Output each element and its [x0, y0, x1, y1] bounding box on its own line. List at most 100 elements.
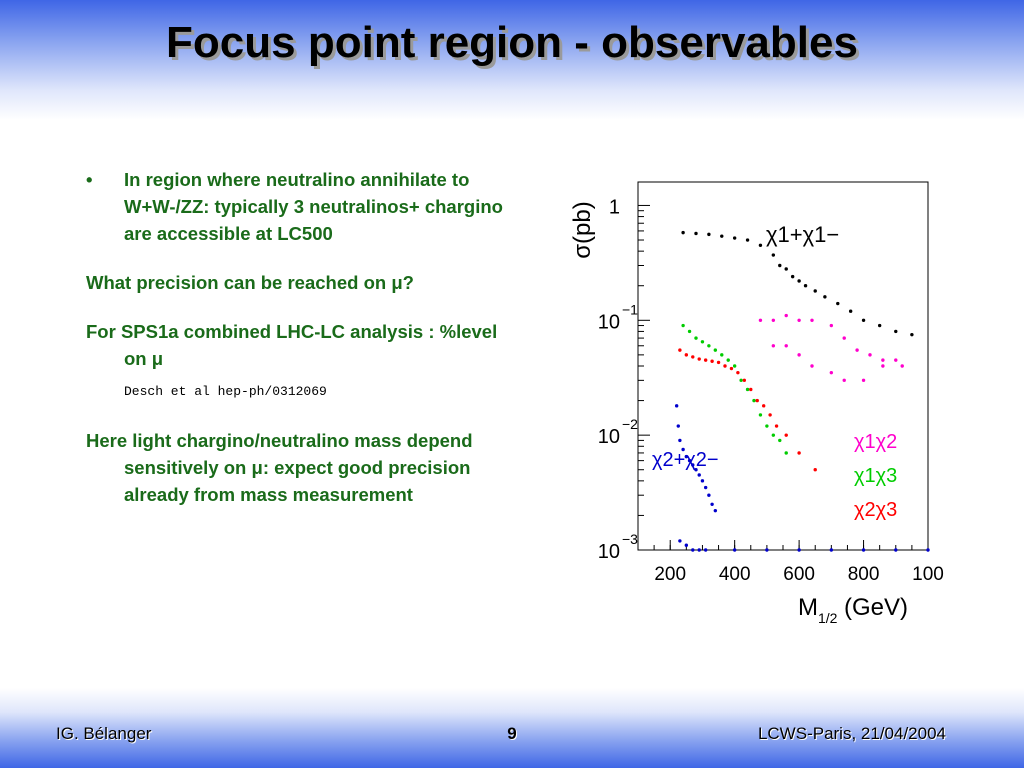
- footer-event: LCWS-Paris, 21/04/2004: [757, 724, 946, 743]
- data-point: [784, 313, 788, 318]
- data-point: [823, 295, 827, 299]
- data-point: [697, 357, 701, 361]
- data-point: [894, 548, 898, 552]
- data-point: [710, 502, 714, 506]
- y-axis-label: σ(pb): [569, 201, 596, 259]
- data-point: [810, 318, 814, 322]
- data-point: [784, 344, 788, 348]
- slide-body: • In region where neutralino annihilate …: [86, 166, 506, 508]
- data-point: [836, 301, 840, 306]
- data-point: [877, 323, 882, 328]
- data-point: [765, 424, 769, 428]
- data-point: [726, 358, 730, 362]
- data-point: [758, 318, 763, 322]
- data-point: [771, 318, 776, 322]
- data-point: [700, 479, 705, 483]
- data-point: [881, 358, 885, 362]
- question-paragraph: What precision can be reached on μ?: [86, 272, 414, 293]
- data-point: [790, 274, 795, 279]
- data-point: [829, 370, 834, 375]
- y-tick-label: 10: [598, 541, 620, 563]
- data-point: [697, 548, 701, 552]
- data-point: [861, 548, 866, 552]
- series-label: χ1χ2: [854, 431, 897, 453]
- data-point: [729, 366, 734, 371]
- data-point: [700, 340, 705, 344]
- data-point: [694, 231, 698, 236]
- data-point: [829, 548, 834, 552]
- data-point: [674, 404, 679, 408]
- data-point: [681, 447, 685, 452]
- data-point: [687, 458, 692, 463]
- header-gradient-band: [0, 0, 1024, 120]
- data-point: [894, 358, 898, 362]
- data-point: [681, 230, 685, 235]
- bullet-text: In region where neutralino annihilate to…: [124, 169, 503, 244]
- sps1a-paragraph: For SPS1a combined LHC-LC analysis : %le…: [86, 321, 498, 369]
- data-point: [678, 539, 682, 543]
- data-point: [687, 329, 692, 334]
- data-point: [684, 454, 689, 459]
- data-point: [684, 353, 689, 357]
- data-point: [732, 364, 737, 368]
- data-point: [771, 344, 776, 348]
- data-point: [697, 473, 701, 477]
- y-tick-label: 1: [609, 196, 620, 218]
- data-point: [739, 378, 743, 383]
- x-tick-label: 200: [654, 564, 686, 585]
- bullet-dot-icon: •: [86, 169, 93, 190]
- series-label: χ1+χ1−: [766, 222, 839, 247]
- reference-citation: Desch et al hep-ph/0312069: [124, 384, 327, 399]
- data-point: [681, 323, 685, 328]
- data-point: [749, 387, 753, 392]
- data-point: [868, 353, 872, 357]
- data-point: [861, 318, 866, 322]
- data-point: [745, 387, 750, 392]
- data-point: [758, 243, 763, 247]
- data-point: [694, 468, 698, 472]
- data-point: [797, 318, 801, 322]
- data-point: [691, 548, 695, 552]
- x-tick-label: 400: [719, 564, 751, 585]
- data-point: [848, 309, 853, 313]
- x-tick-label: 800: [848, 564, 880, 585]
- data-point: [926, 548, 930, 552]
- data-point: [678, 438, 682, 443]
- data-point: [894, 329, 898, 334]
- mass-paragraph: Here light chargino/neutralino mass depe…: [86, 430, 473, 505]
- data-point: [755, 398, 759, 403]
- data-point: [861, 378, 866, 383]
- data-point: [778, 263, 782, 268]
- data-point: [691, 463, 695, 467]
- series-label: χ2χ3: [854, 499, 897, 521]
- data-point: [691, 355, 695, 359]
- y-tick-label: 10: [598, 311, 620, 333]
- data-point: [723, 364, 727, 368]
- data-point: [732, 548, 737, 552]
- data-point: [842, 336, 846, 340]
- data-point: [797, 548, 801, 552]
- plot-frame: [637, 181, 929, 551]
- data-point: [678, 348, 682, 352]
- data-point: [716, 360, 721, 365]
- data-point: [758, 413, 763, 417]
- bullet-item: • In region where neutralino annihilate …: [86, 166, 506, 247]
- data-point: [684, 543, 689, 547]
- data-point: [710, 359, 714, 363]
- data-point: [813, 289, 817, 293]
- data-point: [720, 353, 724, 357]
- x-axis-label-subscript: 1/2: [818, 610, 838, 626]
- series-label: χ1χ3: [854, 465, 897, 487]
- x-axis-label-unit: (GeV): [844, 594, 908, 621]
- data-point: [745, 238, 750, 242]
- data-point: [784, 267, 788, 271]
- data-point: [752, 398, 756, 403]
- data-point: [676, 424, 680, 428]
- data-point: [900, 364, 904, 368]
- footer-gradient-band: [0, 688, 1024, 768]
- data-point: [707, 232, 711, 237]
- data-point: [703, 485, 708, 490]
- data-point: [774, 424, 779, 428]
- y-tick-label: 10: [598, 426, 620, 448]
- data-point: [797, 451, 801, 455]
